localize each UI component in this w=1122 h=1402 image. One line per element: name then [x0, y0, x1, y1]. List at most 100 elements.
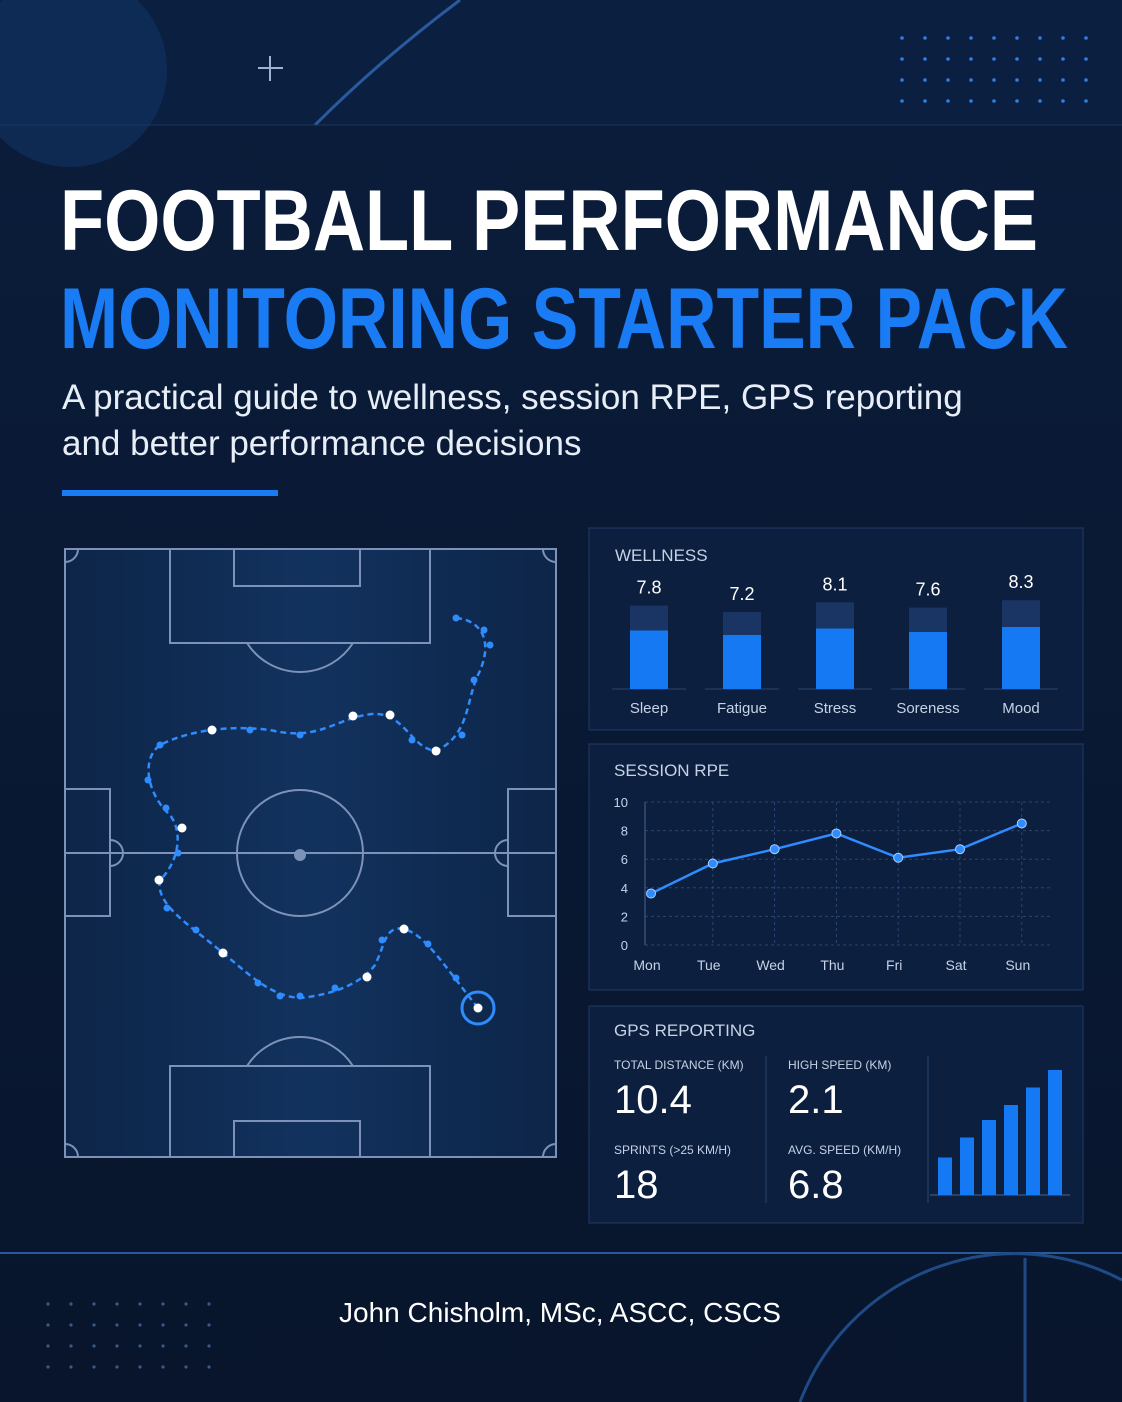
dot [923, 36, 927, 40]
panel-title: SESSION RPE [614, 761, 729, 780]
dot [900, 36, 904, 40]
bar [723, 611, 761, 689]
dot [161, 1323, 165, 1327]
x-tick-label: Tue [697, 957, 721, 973]
path-point [486, 641, 494, 649]
dot [969, 99, 973, 103]
y-tick-label: 10 [614, 795, 628, 810]
bar [630, 605, 668, 689]
point [646, 888, 656, 899]
title-line-1: FOOTBALL PERFORMANCE [60, 173, 1038, 269]
center-spot [294, 849, 306, 861]
path-point [156, 741, 164, 749]
dot [92, 1365, 96, 1369]
x-tick-label: Thu [820, 957, 844, 973]
rpe-panel [588, 743, 1084, 991]
dot [115, 1365, 119, 1369]
bar [938, 1157, 952, 1195]
x-tick-label: Fatigue [717, 700, 767, 717]
path-point [174, 849, 182, 857]
dot [46, 1323, 50, 1327]
point [955, 844, 965, 855]
path-point [254, 979, 262, 987]
dot [184, 1344, 188, 1348]
title-line-2: MONITORING STARTER PACK [60, 271, 1068, 367]
dot [1038, 99, 1042, 103]
path-point [408, 736, 416, 744]
path-point [154, 875, 164, 885]
path-point [207, 725, 217, 735]
path-point [362, 972, 372, 982]
x-tick-label: Sat [945, 957, 966, 973]
data-label: 8.3 [1008, 572, 1033, 592]
dot [69, 1365, 73, 1369]
dot [69, 1302, 73, 1306]
dot [207, 1302, 211, 1306]
panel-title: GPS REPORTING [614, 1021, 755, 1040]
bar [982, 1120, 996, 1195]
dot [923, 78, 927, 82]
x-tick-label: Wed [756, 957, 785, 973]
x-tick-label: Mon [633, 957, 660, 973]
decor-arc [313, 0, 461, 127]
path-points [144, 614, 494, 1013]
dot [207, 1323, 211, 1327]
dot [184, 1302, 188, 1306]
dot [1084, 78, 1088, 82]
dot [1084, 99, 1088, 103]
path-point [163, 904, 171, 912]
y-tick-label: 0 [621, 938, 628, 953]
path-point [473, 1003, 483, 1013]
path-point [331, 984, 339, 992]
dot [946, 57, 950, 61]
path-point [348, 711, 358, 721]
dot [1061, 57, 1065, 61]
dot [161, 1344, 165, 1348]
rpe-chart: 0 2 4 6 8 10 Mon Tue Wed Thu Fri Sat Sun [614, 795, 1053, 973]
dot [1061, 78, 1065, 82]
path-point [470, 676, 478, 684]
dot [969, 57, 973, 61]
dot [1015, 36, 1019, 40]
panel-title: WELLNESS [615, 546, 708, 565]
dot [1084, 57, 1088, 61]
stat-label: HIGH SPEED (KM) [788, 1058, 891, 1072]
path-point [246, 726, 254, 734]
wellness-chart: 7.8 Sleep 7.2 Fatigue 8.1 Stress 7.6 Soreness 8.… [612, 572, 1058, 717]
dot [92, 1302, 96, 1306]
bar [1002, 600, 1040, 689]
dot [92, 1323, 96, 1327]
dot [946, 78, 950, 82]
dot [161, 1365, 165, 1369]
dot [46, 1302, 50, 1306]
decor-plus [258, 56, 283, 81]
gps-panel [588, 1005, 1084, 1224]
dot [69, 1344, 73, 1348]
pitch-diagram [64, 548, 557, 1158]
dot [138, 1365, 142, 1369]
data-label: 7.6 [915, 580, 940, 600]
dot [992, 36, 996, 40]
stat-value: 2.1 [788, 1078, 844, 1122]
bar [1048, 1070, 1062, 1195]
path-point [218, 948, 228, 958]
path-point [144, 776, 152, 784]
dot [946, 36, 950, 40]
x-tick-label: Fri [886, 957, 902, 973]
dot [1038, 78, 1042, 82]
dot [184, 1365, 188, 1369]
dot [138, 1323, 142, 1327]
y-tick-label: 2 [621, 909, 628, 924]
dot [1015, 78, 1019, 82]
path-point [162, 804, 170, 812]
dot [138, 1302, 142, 1306]
dot [1061, 99, 1065, 103]
stat-label: AVG. SPEED (KM/H) [788, 1143, 901, 1157]
stat-value: 6.8 [788, 1163, 844, 1207]
dot [1061, 36, 1065, 40]
dot [92, 1344, 96, 1348]
path-point [378, 936, 386, 944]
dot [969, 36, 973, 40]
path-point [296, 992, 304, 1000]
